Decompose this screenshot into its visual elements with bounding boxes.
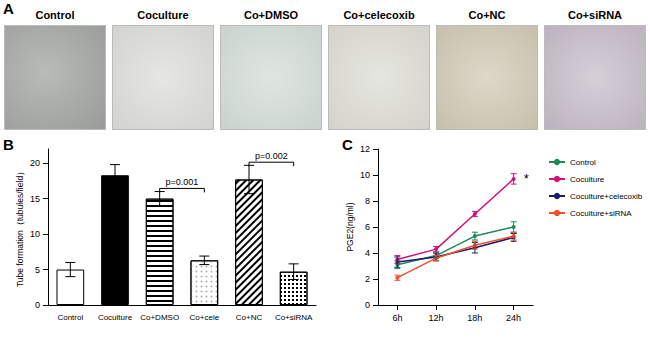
svg-text:Co+cele: Co+cele <box>190 313 220 322</box>
html-text:Co+DMSO: Co+DMSO <box>244 9 298 21</box>
svg-text:20: 20 <box>30 158 40 168</box>
svg-text:6h: 6h <box>392 313 402 323</box>
svg-text:Coculture: Coculture <box>570 175 605 184</box>
svg-text:0: 0 <box>365 300 370 310</box>
svg-text:Co+DMSO: Co+DMSO <box>140 313 179 322</box>
svg-text:5: 5 <box>35 265 40 275</box>
svg-text:p=0.001: p=0.001 <box>166 177 199 187</box>
svg-text:Control: Control <box>570 158 596 167</box>
svg-text:Tube formation（tubules/field）: Tube formation（tubules/field） <box>15 167 25 287</box>
svg-text:10: 10 <box>30 229 40 239</box>
html-text:Co+siRNA: Co+siRNA <box>568 9 622 21</box>
svg-text:6: 6 <box>365 222 370 232</box>
html-text:Coculture: Coculture <box>137 9 189 21</box>
svg-text:Co+NC: Co+NC <box>236 313 263 322</box>
html-text:Co+NC: Co+NC <box>468 9 506 21</box>
svg-text:24h: 24h <box>506 313 521 323</box>
svg-text:0: 0 <box>35 300 40 310</box>
svg-text:*: * <box>524 171 529 186</box>
svg-text:2: 2 <box>365 274 370 284</box>
html-text:A: A <box>3 0 14 17</box>
svg-text:Coculture+siRNA: Coculture+siRNA <box>570 209 632 218</box>
svg-text:18h: 18h <box>467 313 482 323</box>
svg-text:Coculture+celecoxib: Coculture+celecoxib <box>570 192 643 201</box>
svg-text:8: 8 <box>365 196 370 206</box>
svg-text:p=0.002: p=0.002 <box>255 151 288 161</box>
html-text:Control: Control <box>35 9 75 21</box>
svg-text:C: C <box>342 136 353 153</box>
svg-text:12h: 12h <box>429 313 444 323</box>
svg-text:Control: Control <box>57 313 83 322</box>
svg-text:B: B <box>3 136 14 153</box>
svg-text:12: 12 <box>360 144 370 154</box>
svg-text:PGE2(ng/ml): PGE2(ng/ml) <box>345 202 355 251</box>
html-text:Co+celecoxib: Co+celecoxib <box>343 9 415 21</box>
svg-text:Coculture: Coculture <box>98 313 133 322</box>
svg-text:10: 10 <box>360 170 370 180</box>
svg-text:4: 4 <box>365 248 370 258</box>
svg-text:Co+siRNA: Co+siRNA <box>275 313 313 322</box>
svg-text:15: 15 <box>30 194 40 204</box>
